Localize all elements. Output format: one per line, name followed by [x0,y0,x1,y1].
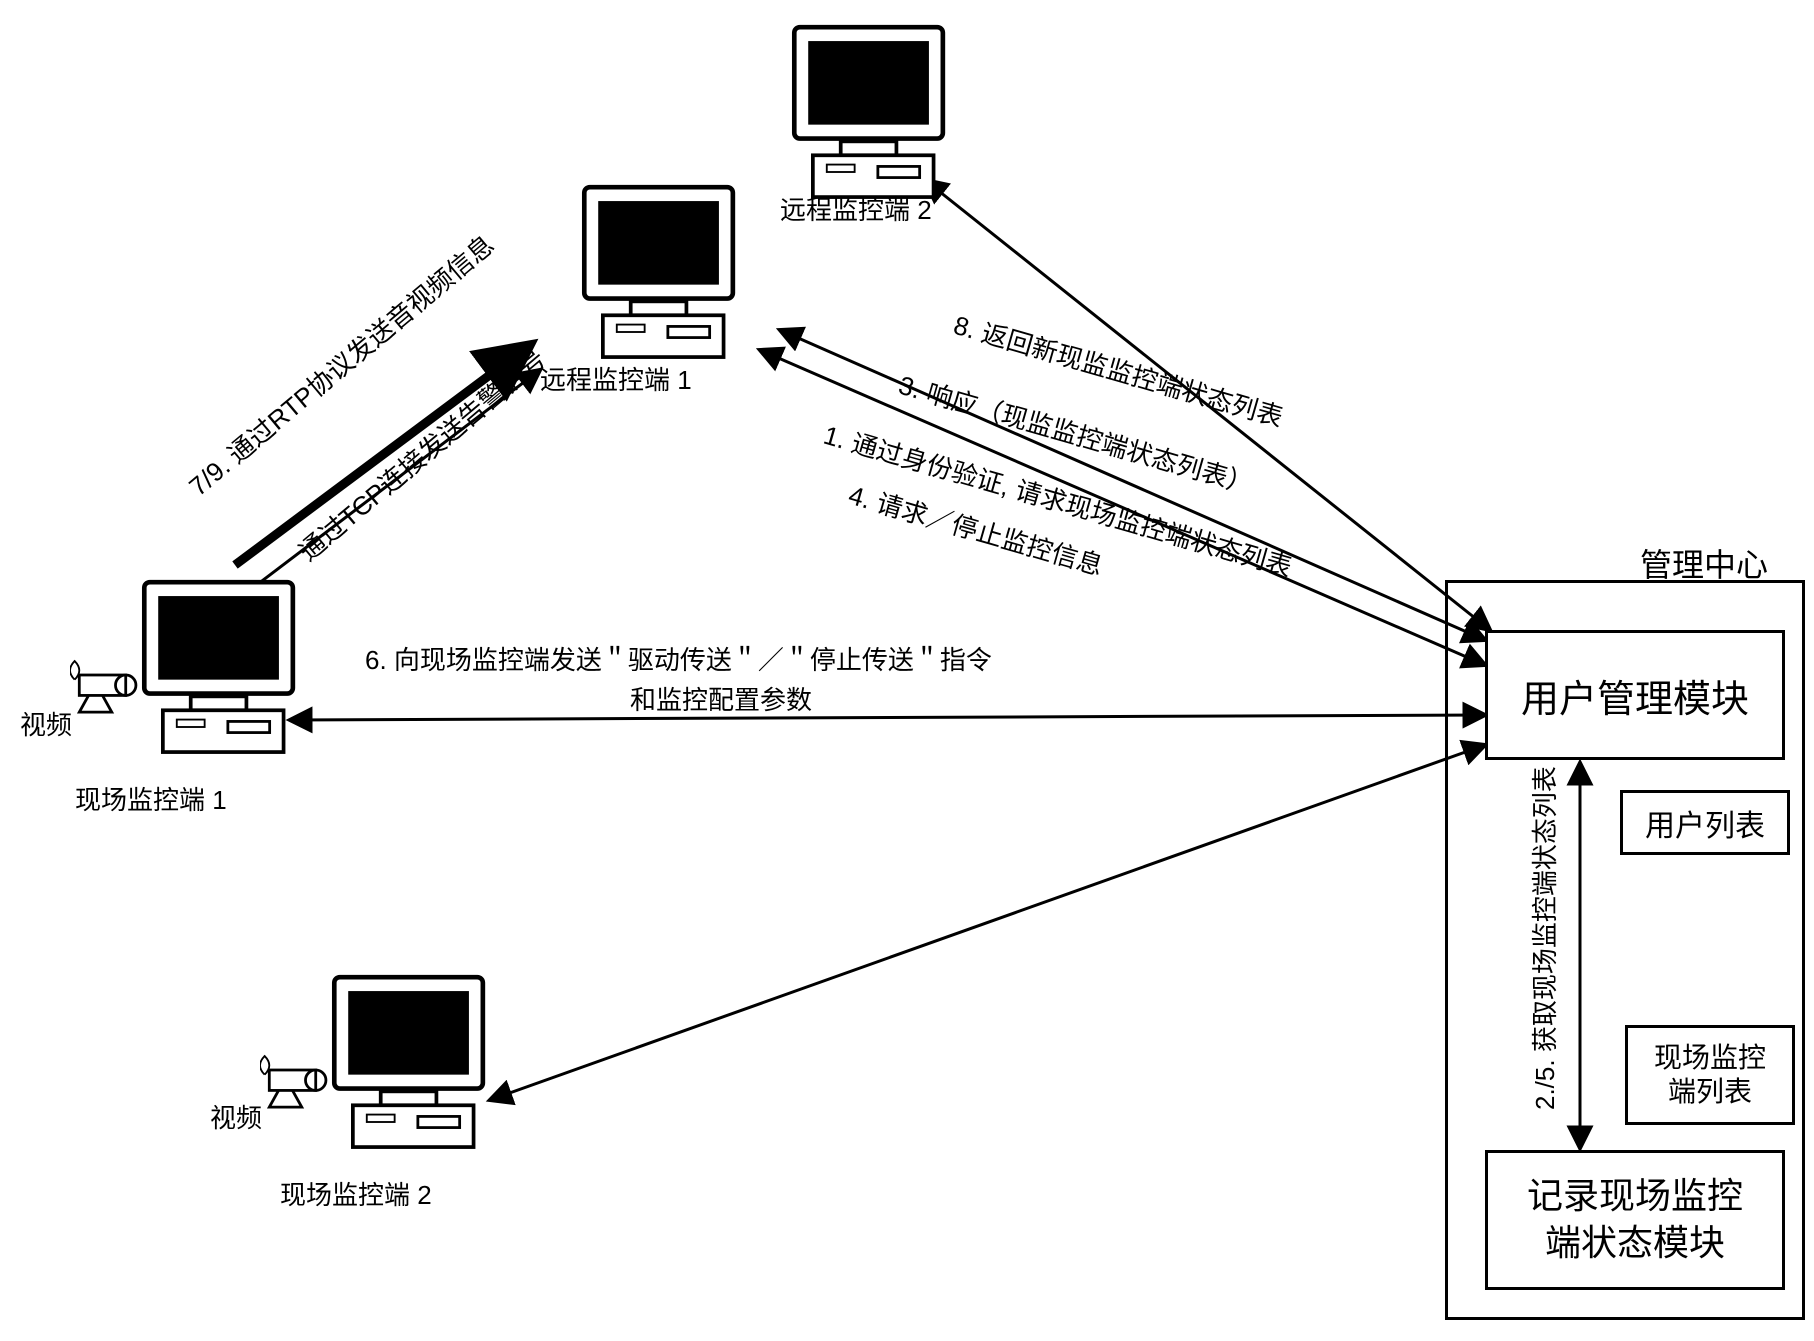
edge-label-e79: 7/9. 通过RTP协议发送音视频信息 [180,226,501,504]
user-management-module-label: 用户管理模块 [1521,668,1749,723]
site-terminal-1 [70,565,330,790]
site-terminal-2 [260,960,520,1185]
remote-terminal-2-label: 远程监控端 2 [780,190,932,227]
site-list-label: 现场监控端列表 [1654,1041,1766,1108]
record-module-label: 记录现场监控端状态模块 [1527,1173,1743,1267]
site-terminal-2-label: 现场监控端 2 [280,1175,432,1212]
record-module-box: 记录现场监控端状态模块 [1485,1150,1785,1290]
site-terminal-1-camera-label: 视频 [20,705,72,742]
site-terminal-1-label: 现场监控端 1 [75,780,227,817]
site-list-box: 现场监控端列表 [1625,1025,1795,1125]
edge-label-e6a: 6. 向现场监控端发送＂驱动传送＂／＂停止传送＂指令 [365,640,992,677]
user-list-label: 用户列表 [1645,801,1765,845]
edge-label-e25: 2./5. 获取现场监控端状态列表 [1525,766,1562,1110]
user-list-box: 用户列表 [1620,790,1790,855]
edge-label-e6b: 和监控配置参数 [630,680,812,717]
remote-terminal-1-label: 远程监控端 1 [540,360,692,397]
user-management-module: 用户管理模块 [1485,630,1785,760]
site-terminal-2-camera-label: 视频 [210,1098,262,1135]
